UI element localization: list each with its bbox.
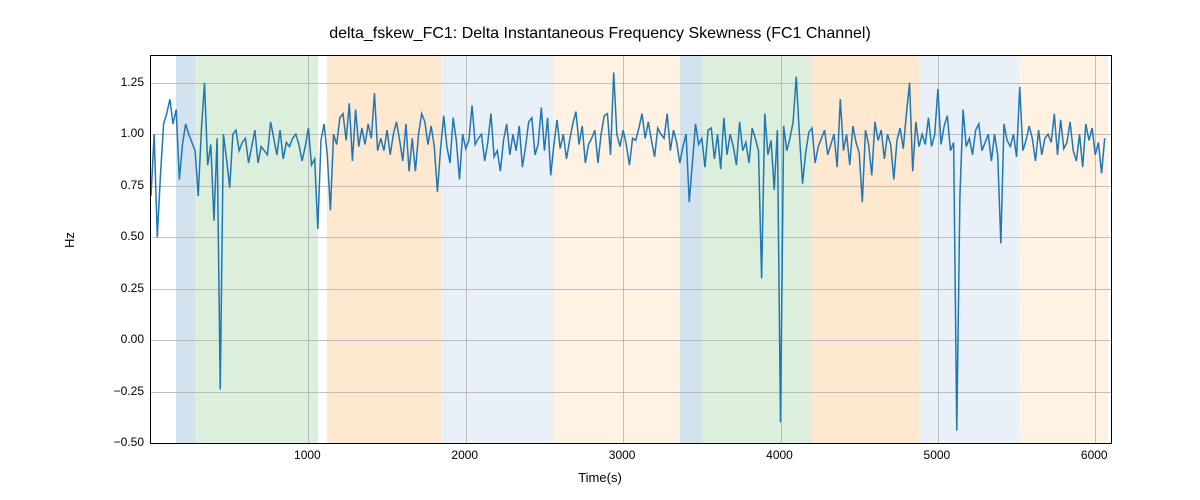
y-tick-label: 0.00 — [121, 332, 144, 346]
chart-title: delta_fskew_FC1: Delta Instantaneous Fre… — [0, 25, 1200, 43]
y-axis-label: Hz — [62, 232, 77, 248]
x-axis-label: Time(s) — [0, 470, 1200, 485]
y-tick-label: 0.25 — [121, 281, 144, 295]
x-tick-label: 1000 — [294, 448, 321, 462]
x-tick-label: 5000 — [924, 448, 951, 462]
y-tick-label: −0.25 — [114, 384, 144, 398]
y-tick-label: 0.75 — [121, 178, 144, 192]
data-line — [151, 72, 1105, 430]
x-tick-label: 3000 — [609, 448, 636, 462]
y-tick-label: 1.25 — [121, 75, 144, 89]
x-tick-label: 2000 — [451, 448, 478, 462]
y-tick-label: −0.50 — [114, 435, 144, 449]
x-tick-label: 6000 — [1081, 448, 1108, 462]
y-tick-label: 0.50 — [121, 229, 144, 243]
x-tick-label: 4000 — [766, 448, 793, 462]
y-tick-label: 1.00 — [121, 126, 144, 140]
gridline-horizontal — [151, 443, 1111, 444]
line-svg — [151, 56, 1111, 443]
plot-area — [150, 55, 1112, 444]
